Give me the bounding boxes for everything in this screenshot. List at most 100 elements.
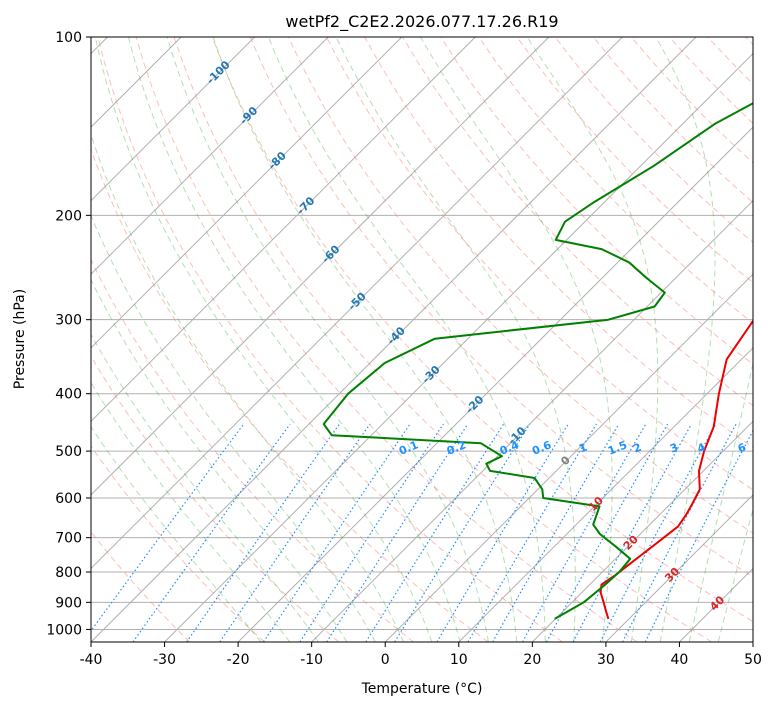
dry-adiabat [669,37,753,125]
moist-adiabat [335,37,576,642]
dry-adiabat [91,355,340,642]
moist-adiabat [420,37,613,642]
pressure-gridlines [91,37,753,630]
x-tick-label: 40 [671,652,689,668]
y-tick-label: 900 [55,595,82,611]
isotherm-lines [91,37,753,642]
mixing-ratio-line [521,423,647,642]
mixing-ratio-label: 1.5 [606,438,629,457]
mixing-ratio-line [365,423,505,642]
isotherm-line [91,37,623,570]
mixing-ratio-label: 8 [765,441,775,456]
x-tick-label: 30 [597,652,615,668]
isotherm-line [91,37,256,202]
moist-adiabat [267,37,546,642]
plot-frame [90,36,754,643]
dewpoint-profile-line [322,102,753,620]
mixing-ratio-line [186,423,340,642]
mixing-ratio-label: 0.6 [530,438,553,457]
mixing-ratio-line [132,423,291,642]
isotherm-line [752,641,753,642]
x-axis-ticks: -40 -30 -20 -10 0 10 20 30 40 50 [80,642,762,668]
isotherm-line [91,37,697,642]
dry-adiabat [173,37,713,642]
isotherm-label: -30 [420,363,443,386]
dry-adiabat [478,37,753,324]
dry-adiabat [440,37,753,365]
mixing-ratio-line [262,423,411,642]
isotherm-line [91,37,550,496]
x-tick-label: 50 [744,652,762,668]
dry-adiabat [249,37,753,578]
x-tick-label: -20 [227,652,250,668]
dry-adiabat [326,37,753,491]
isotherm-line [91,37,329,275]
mixing-ratio-line [326,423,469,642]
mixing-ratio-label: 3 [668,441,680,456]
moist-adiabat [94,37,433,642]
y-tick-label: 700 [55,531,82,547]
isotherm-line [311,199,753,642]
isotherm-label: -50 [346,290,369,313]
isotherm-line [458,347,753,642]
x-tick-label: 0 [381,652,390,668]
dry-adiabat [91,258,414,642]
isotherm-line [679,567,753,642]
y-axis-ticks: 100 200 300 400 500 600 700 800 900 1000 [46,30,91,638]
mixing-ratio-line [572,423,693,642]
isotherm-line [605,494,753,642]
moist-adiabat [655,37,716,642]
dry-adiabat [91,445,265,642]
x-tick-label: 20 [523,652,541,668]
moist-adiabat [91,381,291,642]
x-tick-label: -10 [300,652,323,668]
mixing-ratio-line [467,423,597,642]
isotherm-line [384,273,753,642]
dry-adiabat [135,37,638,642]
mixing-ratio-line [219,423,371,642]
x-tick-label: 10 [450,652,468,668]
mixing-ratio-lines [91,423,753,642]
isotherm-line [531,420,753,642]
isotherm-line [237,126,753,642]
y-tick-label: 500 [55,444,82,460]
moist-adiabat [128,37,461,642]
moist-adiabat [526,37,659,642]
dry-adiabat [211,37,753,623]
y-tick-label: 1000 [46,622,82,638]
isotherm-line [164,52,753,642]
mixing-ratio-label: 0.1 [397,438,420,457]
mixing-ratio-line [299,423,444,642]
moist-adiabat [91,278,348,642]
moist-adiabat [91,214,376,642]
temperature-profile-line [599,319,753,620]
y-tick-label: 800 [55,565,82,581]
mixing-ratio-line [644,429,753,642]
mixing-ratio-line [394,423,531,642]
dry-adiabat [97,37,563,642]
isotherm-line [91,37,403,349]
isotherm-label: -100 [204,58,233,87]
x-tick-label: -30 [153,652,176,668]
dry-adiabat-lines [91,37,753,642]
y-tick-label: 400 [55,387,82,403]
isotherm-line [91,37,476,423]
x-axis-label: Temperature (°C) [361,681,483,697]
y-tick-label: 200 [55,208,82,224]
plot-area: -100-90-80-70-60-50-40-30-20-10010203040… [91,37,775,642]
mixing-ratio-line [622,423,737,642]
chart-title: wetPf2_C2E2.2026.077.17.26.R19 [285,12,558,32]
moist-adiabat [91,425,262,642]
y-axis-label: Pressure (hPa) [12,289,28,389]
mixing-ratio-label: 1 [577,441,589,456]
profile-lines [322,102,753,620]
mixing-ratio-line [436,423,569,642]
moist-adiabat [166,37,489,642]
dry-adiabat [287,37,753,534]
y-tick-label: 600 [55,491,82,507]
moist-adiabat [717,507,753,642]
moist-adiabat [91,333,319,642]
dry-adiabat [91,148,489,642]
isotherm-label: 10 [586,494,606,514]
